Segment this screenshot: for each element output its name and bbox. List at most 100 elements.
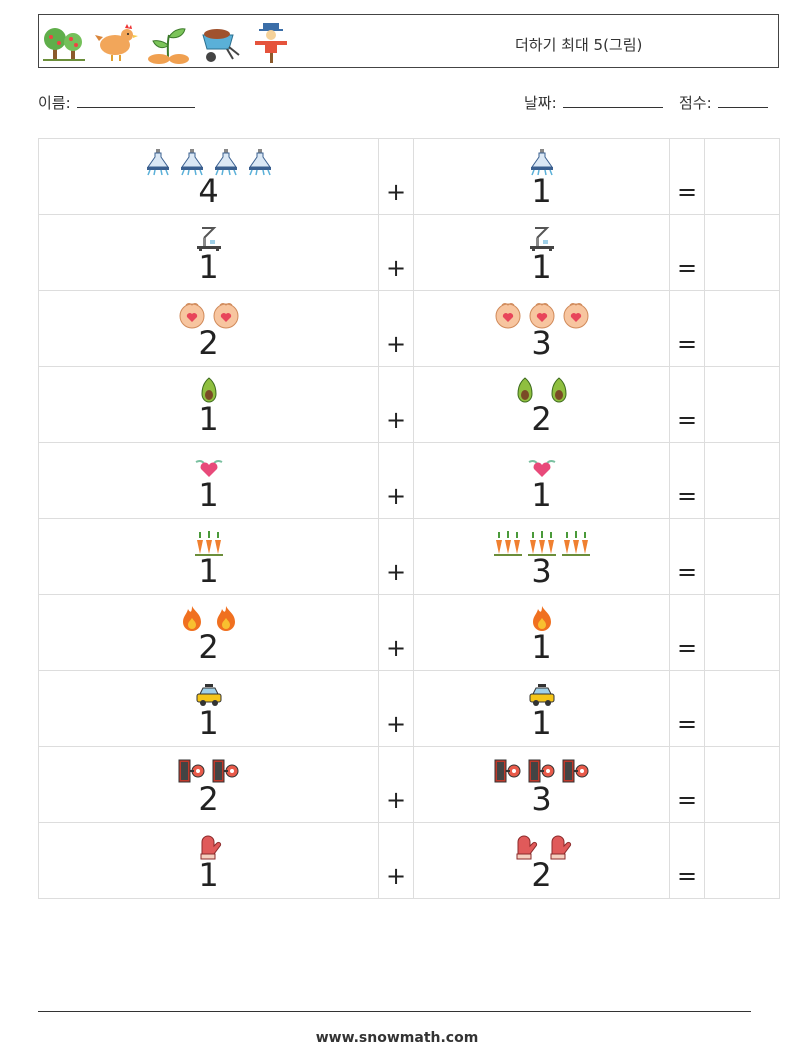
problem-row: 2 +3 = — [38, 746, 780, 823]
plus-cell: + — [378, 518, 414, 595]
right-operand: 1 — [414, 139, 669, 214]
right-operand-cell: 1 — [413, 442, 670, 519]
right-operand: 2 — [414, 823, 669, 898]
equals-cell: = — [669, 290, 705, 367]
scarecrow-icon — [255, 23, 287, 63]
left-operand: 1 — [39, 367, 378, 442]
plus-cell: + — [378, 290, 414, 367]
film-reel-icon — [493, 756, 523, 786]
left-operand-cell: 1 — [38, 518, 379, 595]
problem-table: 4 +1 = 1 +1 = 2 +3 = 1 +2 = 1 +1 = 1 +3 = 2 +1 = 1 +1 = 2 +3 = 1 +2 = — [38, 138, 780, 899]
problem-row: 1 +1 = — [38, 670, 780, 747]
right-operand: 1 — [414, 443, 669, 518]
worksheet-header: 더하기 최대 5(그림) — [38, 14, 779, 68]
face-icon — [493, 300, 523, 330]
plus-sign: + — [385, 558, 407, 586]
plus-sign: + — [385, 634, 407, 662]
problem-row: 1 +1 = — [38, 442, 780, 519]
right-operand: 2 — [414, 367, 669, 442]
hen-icon — [95, 24, 138, 61]
right-number: 3 — [531, 552, 552, 590]
date-field[interactable]: 날짜: — [524, 92, 663, 113]
flask-lamp-icon — [143, 148, 173, 178]
right-operand-cell: 2 — [413, 822, 670, 899]
answer-box[interactable] — [704, 214, 780, 291]
left-number: 1 — [198, 704, 219, 742]
equals-cell: = — [669, 442, 705, 519]
left-operand-cell: 2 — [38, 746, 379, 823]
answer-box[interactable] — [704, 366, 780, 443]
plus-cell: + — [378, 670, 414, 747]
score-blank-line[interactable] — [717, 94, 768, 108]
plus-sign: + — [385, 406, 407, 434]
answer-box[interactable] — [704, 670, 780, 747]
right-operand: 1 — [414, 215, 669, 290]
problem-row: 1 +2 = — [38, 822, 780, 899]
answer-box[interactable] — [704, 822, 780, 899]
wheelbarrow-icon — [202, 29, 240, 62]
carrot-bunch-icon — [493, 528, 523, 558]
right-number: 1 — [531, 704, 552, 742]
left-operand-cell: 1 — [38, 214, 379, 291]
footer-divider — [38, 1011, 751, 1012]
problem-row: 1 +2 = — [38, 366, 780, 443]
equals-cell: = — [669, 214, 705, 291]
equals-sign: = — [676, 862, 698, 890]
footer-url[interactable]: www.snowmath.com — [315, 1030, 479, 1046]
name-field[interactable]: 이름: — [38, 92, 195, 113]
right-number: 3 — [531, 780, 552, 818]
left-number: 4 — [198, 172, 219, 210]
right-operand-cell: 2 — [413, 366, 670, 443]
answer-box[interactable] — [704, 746, 780, 823]
right-operand: 1 — [414, 671, 669, 746]
plus-cell: + — [378, 442, 414, 519]
sprout-icon — [148, 28, 189, 64]
answer-box[interactable] — [704, 518, 780, 595]
left-number: 2 — [198, 780, 219, 818]
equals-cell: = — [669, 822, 705, 899]
right-operand-cell: 1 — [413, 670, 670, 747]
right-number: 1 — [531, 248, 552, 286]
equals-sign: = — [676, 482, 698, 510]
equals-cell: = — [669, 746, 705, 823]
right-number: 1 — [531, 628, 552, 666]
equals-sign: = — [676, 406, 698, 434]
answer-box[interactable] — [704, 138, 780, 215]
plus-cell: + — [378, 366, 414, 443]
name-label: 이름: — [38, 94, 71, 112]
left-operand: 2 — [39, 291, 378, 366]
answer-box[interactable] — [704, 442, 780, 519]
left-operand-cell: 1 — [38, 442, 379, 519]
right-number: 1 — [531, 172, 552, 210]
left-operand: 2 — [39, 595, 378, 670]
plus-cell: + — [378, 138, 414, 215]
left-number: 2 — [198, 628, 219, 666]
problem-row: 1 +3 = — [38, 518, 780, 595]
problem-row: 2 +1 = — [38, 594, 780, 671]
plus-sign: + — [385, 178, 407, 206]
score-label: 점수: — [679, 94, 712, 112]
score-field[interactable]: 점수: — [679, 92, 768, 113]
right-operand: 3 — [414, 291, 669, 366]
equals-cell: = — [669, 670, 705, 747]
answer-box[interactable] — [704, 594, 780, 671]
left-number: 1 — [198, 476, 219, 514]
left-operand: 4 — [39, 139, 378, 214]
left-operand: 1 — [39, 215, 378, 290]
name-blank-line[interactable] — [76, 94, 195, 108]
plus-sign: + — [385, 254, 407, 282]
equals-cell: = — [669, 138, 705, 215]
right-operand: 3 — [414, 747, 669, 822]
right-operand-cell: 1 — [413, 594, 670, 671]
left-operand-cell: 4 — [38, 138, 379, 215]
plus-sign: + — [385, 786, 407, 814]
right-operand-cell: 1 — [413, 138, 670, 215]
date-blank-line[interactable] — [562, 94, 663, 108]
header-icon-strip — [41, 19, 295, 65]
left-number: 1 — [198, 248, 219, 286]
right-operand-cell: 3 — [413, 518, 670, 595]
plus-sign: + — [385, 710, 407, 738]
face-icon — [561, 300, 591, 330]
left-number: 2 — [198, 324, 219, 362]
answer-box[interactable] — [704, 290, 780, 367]
